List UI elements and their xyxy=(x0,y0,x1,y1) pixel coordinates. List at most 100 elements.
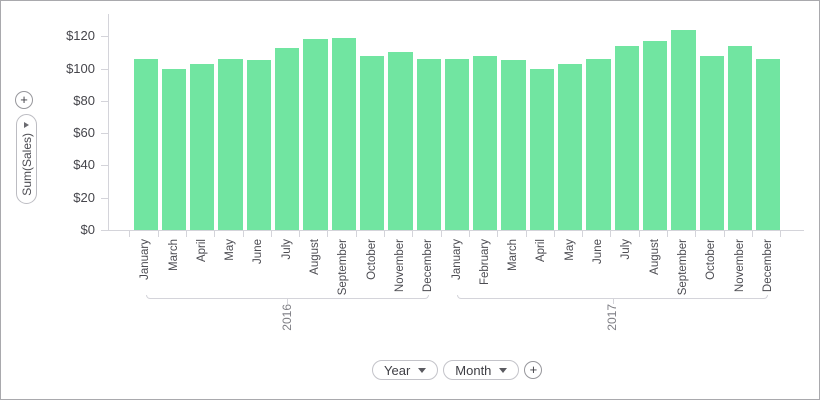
bar-march-2016[interactable] xyxy=(161,68,187,230)
y-axis-tick-label: $100 xyxy=(66,60,95,76)
x-axis-label-october-2016: October xyxy=(365,239,378,280)
y-axis-tick-label: $80 xyxy=(73,92,95,108)
plus-icon: + xyxy=(20,92,28,107)
x-axis-label-june-2016: June xyxy=(252,239,265,264)
x-axis-label-september-2016: September xyxy=(337,239,350,296)
year-label-2017: 2017 xyxy=(605,304,620,331)
bar-january-2017[interactable] xyxy=(444,58,470,230)
y-axis-line xyxy=(108,14,109,230)
x-axis-label-january-2017: January xyxy=(450,239,463,280)
x-axis-tick xyxy=(638,230,640,237)
x-axis-label-december-2017: December xyxy=(761,239,774,293)
field-pill-year-label: Year xyxy=(384,362,411,378)
x-axis-tick xyxy=(695,230,697,237)
x-axis-tick xyxy=(553,230,555,237)
x-axis-tick xyxy=(157,230,159,237)
y-axis-tick xyxy=(101,36,108,38)
x-axis-tick xyxy=(610,230,612,237)
measure-pill-sum-sales[interactable]: Sum(Sales) xyxy=(16,114,37,204)
x-axis-label-june-2017: June xyxy=(592,239,604,264)
x-axis-tick xyxy=(582,230,584,237)
bar-july-2017[interactable] xyxy=(614,45,639,230)
bar-december-2016[interactable] xyxy=(416,58,441,230)
x-axis-tick xyxy=(468,230,470,237)
bar-april-2017[interactable] xyxy=(529,68,555,230)
x-axis-label-july-2017: July xyxy=(620,239,633,260)
y-axis-tick-label: $0 xyxy=(80,222,95,237)
year-bracket-2016 xyxy=(145,294,429,299)
x-axis-tick xyxy=(780,230,782,237)
bar-august-2017[interactable] xyxy=(642,41,668,230)
x-axis-tick xyxy=(384,230,385,237)
chevron-down-icon xyxy=(499,367,508,373)
y-axis-tick-label: $40 xyxy=(73,157,95,173)
add-measure-button[interactable]: + xyxy=(15,91,33,109)
x-axis-tick xyxy=(242,230,244,237)
bar-april-2016[interactable] xyxy=(190,63,215,230)
bar-june-2016[interactable] xyxy=(246,60,272,230)
bar-july-2016[interactable] xyxy=(275,47,300,230)
x-axis-label-march-2017: March xyxy=(507,239,520,271)
y-axis-tick-label: $120 xyxy=(66,28,95,44)
x-axis-tick xyxy=(129,230,131,237)
x-axis-label-july-2016: July xyxy=(280,239,293,260)
x-axis-label-may-2017: May xyxy=(563,239,576,261)
bar-december-2017[interactable] xyxy=(756,58,781,230)
x-axis-label-march-2016: March xyxy=(167,239,180,271)
y-axis-tick xyxy=(101,100,108,102)
add-category-button[interactable]: + xyxy=(524,361,543,379)
x-axis-tick xyxy=(723,230,725,237)
x-axis-tick xyxy=(299,230,301,237)
year-label-2016: 2016 xyxy=(279,304,294,331)
bar-march-2017[interactable] xyxy=(501,60,526,230)
x-axis-label-november-2017: November xyxy=(733,239,746,293)
field-pill-month-label: Month xyxy=(455,362,492,378)
field-pill-month[interactable]: Month xyxy=(443,360,520,380)
bar-january-2016[interactable] xyxy=(133,58,158,230)
x-axis-label-april-2016: April xyxy=(195,239,208,263)
y-axis-tick-label: $20 xyxy=(73,189,95,205)
x-axis-tick xyxy=(440,230,442,237)
bar-june-2017[interactable] xyxy=(586,58,611,230)
year-bracket-notch-2017 xyxy=(612,298,614,304)
bar-august-2016[interactable] xyxy=(303,39,328,230)
x-axis-tick xyxy=(185,230,187,237)
x-axis-label-january-2016: January xyxy=(139,239,152,280)
bar-february-2017[interactable] xyxy=(473,55,498,230)
x-axis-tick xyxy=(355,230,357,237)
x-axis-label-february-2017: February xyxy=(478,239,491,286)
y-axis-tick xyxy=(101,230,108,231)
category-fields-bar: Year Month + xyxy=(372,360,543,380)
y-axis-tick-label: $60 xyxy=(73,125,95,141)
y-axis-tick xyxy=(101,68,108,70)
x-axis-label-december-2016: December xyxy=(422,239,435,293)
chevron-right-icon xyxy=(24,122,29,128)
x-axis-tick xyxy=(327,230,329,237)
bar-september-2016[interactable] xyxy=(331,37,356,230)
bar-november-2017[interactable] xyxy=(727,45,753,230)
x-axis-tick xyxy=(412,230,414,237)
bar-may-2016[interactable] xyxy=(218,58,243,230)
bar-november-2016[interactable] xyxy=(388,52,413,230)
year-bracket-notch-2016 xyxy=(287,298,289,304)
x-axis-tick xyxy=(214,230,216,237)
bar-october-2016[interactable] xyxy=(359,55,385,230)
x-axis-label-april-2017: April xyxy=(535,239,548,263)
x-axis-tick xyxy=(667,230,668,237)
y-axis-tick xyxy=(101,197,108,199)
bar-september-2017[interactable] xyxy=(671,29,696,230)
field-pill-year[interactable]: Year xyxy=(372,360,439,380)
x-axis-label-november-2016: November xyxy=(393,239,406,293)
x-axis-label-august-2017: August xyxy=(648,239,661,275)
plus-icon: + xyxy=(529,362,538,377)
bar-october-2017[interactable] xyxy=(699,55,724,230)
x-axis-label-may-2016: May xyxy=(224,239,237,261)
x-axis-tick xyxy=(751,230,753,237)
x-axis-label-october-2017: October xyxy=(705,239,718,280)
x-axis-label-september-2017: September xyxy=(676,239,689,296)
bar-may-2017[interactable] xyxy=(558,63,583,230)
y-axis-tick xyxy=(101,133,108,135)
x-axis-label-august-2016: August xyxy=(309,239,321,275)
